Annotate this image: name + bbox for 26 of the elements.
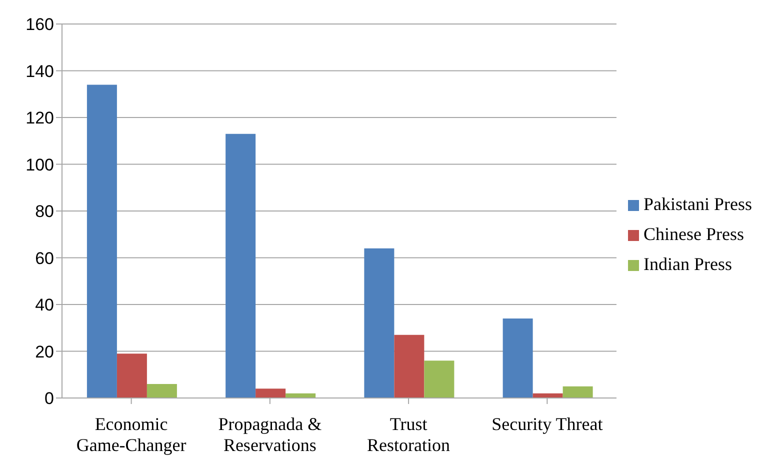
x-tick-label: Trust Restoration [367, 414, 450, 455]
bar [256, 388, 286, 398]
bar [116, 354, 147, 398]
y-tick-label: 140 [26, 62, 54, 81]
bar [226, 134, 256, 398]
x-tick-label: Security Threat [492, 414, 603, 434]
bar [394, 334, 424, 398]
bar [146, 384, 177, 398]
y-tick-label: 20 [35, 342, 54, 362]
legend-label: Indian Press [643, 254, 732, 274]
y-tick-label: 60 [35, 248, 54, 268]
y-tick-label: 0 [44, 389, 54, 408]
x-tick-label: Economic Game-Changer [76, 414, 186, 455]
y-tick-label: 40 [35, 296, 54, 315]
legend-label: Chinese Press [643, 224, 744, 244]
y-tick-label: 100 [26, 155, 54, 174]
y-tick-label: 160 [26, 15, 54, 34]
y-tick-label: 80 [35, 202, 54, 222]
legend-label: Pakistani Press [643, 194, 752, 214]
bar [364, 248, 394, 398]
bar [424, 360, 454, 398]
bar [562, 386, 593, 398]
bar [502, 318, 533, 398]
x-tick-label: Propagnada & Reservations [218, 414, 322, 455]
bar [86, 84, 117, 398]
y-tick-label: 120 [26, 108, 54, 128]
